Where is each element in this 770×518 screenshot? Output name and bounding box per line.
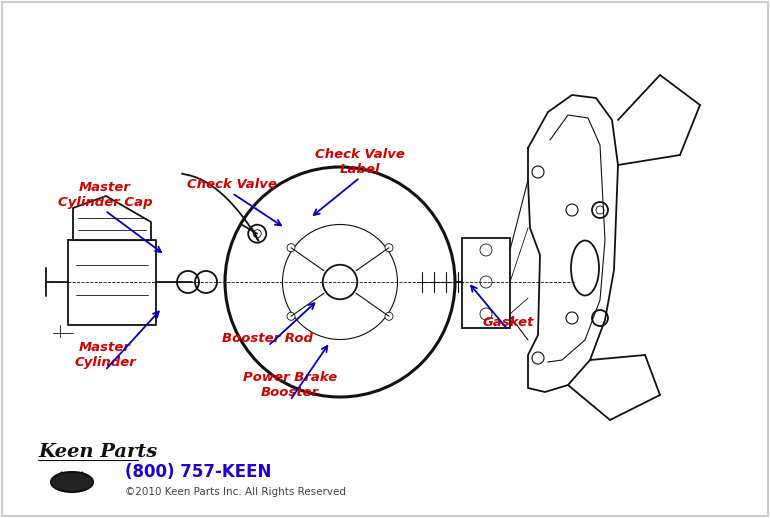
Text: Check Valve: Check Valve	[187, 179, 277, 192]
Ellipse shape	[51, 472, 93, 492]
Text: Master: Master	[79, 341, 131, 354]
Text: Check Valve: Check Valve	[315, 148, 405, 161]
Circle shape	[287, 312, 295, 320]
Text: Master: Master	[79, 181, 131, 194]
Text: Keen Parts: Keen Parts	[38, 443, 157, 461]
Bar	[462, 238, 510, 328]
Text: Booster: Booster	[261, 386, 319, 399]
Text: Label: Label	[340, 163, 380, 176]
Text: Cylinder: Cylinder	[74, 356, 136, 369]
Circle shape	[385, 312, 393, 320]
Text: (800) 757-KEEN: (800) 757-KEEN	[125, 463, 271, 481]
Text: Booster Rod: Booster Rod	[223, 332, 313, 344]
Circle shape	[287, 243, 295, 252]
Circle shape	[385, 243, 393, 252]
Text: ©2010 Keen Parts Inc. All Rights Reserved: ©2010 Keen Parts Inc. All Rights Reserve…	[125, 487, 346, 497]
Text: Gasket: Gasket	[482, 315, 534, 328]
Text: Cylinder Cap: Cylinder Cap	[58, 196, 152, 209]
Text: Power Brake: Power Brake	[243, 371, 337, 384]
